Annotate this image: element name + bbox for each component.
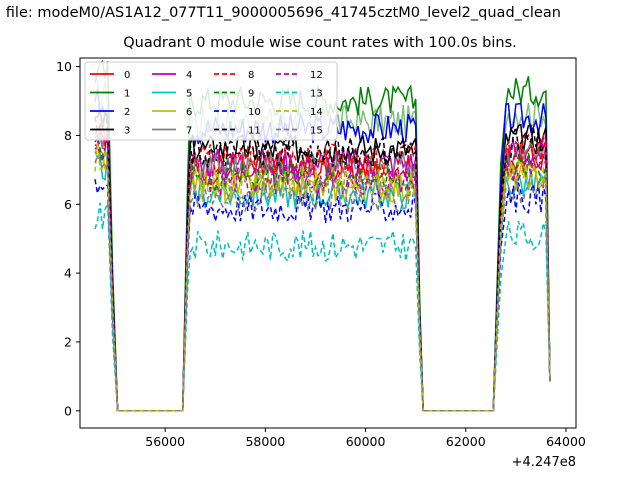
y-tick-label: 6 <box>64 197 72 212</box>
legend-label-4: 4 <box>186 70 192 81</box>
legend-label-3: 3 <box>124 126 130 137</box>
legend-label-14: 14 <box>310 107 323 118</box>
series-line-10 <box>94 179 551 412</box>
series-line-7 <box>94 128 551 412</box>
x-offset-label: +4.247e8 <box>512 455 576 470</box>
legend-label-6: 6 <box>186 107 192 118</box>
x-tick-label: 62000 <box>446 434 486 449</box>
legend-label-7: 7 <box>186 126 192 137</box>
legend-label-5: 5 <box>186 89 192 100</box>
legend-label-2: 2 <box>124 107 130 118</box>
y-tick-label: 10 <box>56 59 72 74</box>
y-tick-label: 4 <box>64 266 72 281</box>
series-line-3 <box>94 109 551 412</box>
legend-label-9: 9 <box>248 89 254 100</box>
legend-label-10: 10 <box>248 107 261 118</box>
x-tick-label: 64000 <box>546 434 586 449</box>
y-axis-ticks: 0 2 4 6 8 10 <box>56 59 80 418</box>
series-line-15 <box>94 155 551 412</box>
y-tick-label: 0 <box>64 403 72 418</box>
legend-label-8: 8 <box>248 70 254 81</box>
chart-title: Quadrant 0 module wise count rates with … <box>123 35 517 51</box>
x-axis-ticks: 56000 58000 60000 62000 64000 <box>145 428 586 449</box>
figure-title: n file: modeM0/AS1A12_077T11_9000005696_… <box>0 5 561 21</box>
y-tick-label: 2 <box>64 334 72 349</box>
series-line-12 <box>94 135 551 412</box>
series-line-13 <box>94 202 551 412</box>
legend-box <box>84 61 338 141</box>
legend-label-1: 1 <box>124 89 130 100</box>
legend-label-13: 13 <box>310 89 323 100</box>
x-tick-label: 56000 <box>145 434 185 449</box>
series-line-14 <box>94 142 551 412</box>
legend-label-11: 11 <box>248 126 261 137</box>
plot-frame <box>79 57 577 429</box>
legend-label-12: 12 <box>310 70 323 81</box>
legend-label-0: 0 <box>124 70 130 81</box>
y-tick-label: 8 <box>64 128 72 143</box>
x-tick-label: 60000 <box>346 434 386 449</box>
series-line-4 <box>94 126 551 412</box>
series-line-9 <box>94 133 551 412</box>
x-tick-label: 58000 <box>245 434 285 449</box>
legend-label-15: 15 <box>310 126 323 137</box>
series-line-8 <box>94 118 551 412</box>
series-line-0 <box>94 127 551 412</box>
